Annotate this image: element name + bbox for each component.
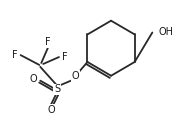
Text: O: O: [47, 105, 55, 115]
Text: S: S: [54, 84, 60, 95]
Text: O: O: [30, 74, 37, 84]
Text: F: F: [62, 52, 68, 62]
Text: O: O: [72, 71, 80, 81]
Text: F: F: [12, 50, 18, 60]
Text: F: F: [45, 37, 51, 47]
Text: OH: OH: [158, 26, 173, 37]
